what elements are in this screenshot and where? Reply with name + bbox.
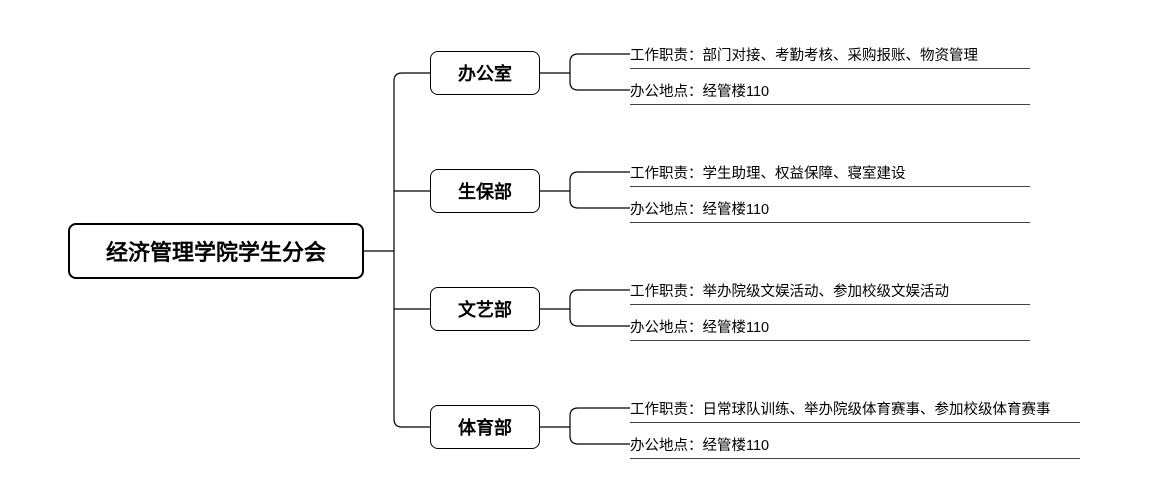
detail-value: 经管楼110 bbox=[703, 320, 770, 336]
detail-value: 经管楼110 bbox=[703, 438, 770, 454]
detail-prefix: 办公地点： bbox=[630, 84, 703, 100]
detail-line: 办公地点：经管楼110 bbox=[630, 198, 1030, 223]
root-label: 经济管理学院学生分会 bbox=[106, 235, 326, 267]
dept-label: 生保部 bbox=[458, 178, 512, 204]
dept-label: 文艺部 bbox=[458, 296, 512, 322]
detail-line: 工作职责：举办院级文娱活动、参加校级文娱活动 bbox=[630, 280, 1030, 305]
detail-prefix: 工作职责： bbox=[630, 166, 703, 182]
dept-node-arts: 文艺部 bbox=[430, 287, 540, 331]
detail-line: 办公地点：经管楼110 bbox=[630, 80, 1030, 105]
detail-line: 工作职责：部门对接、考勤考核、采购报账、物资管理 bbox=[630, 44, 1030, 69]
detail-line: 办公地点：经管楼110 bbox=[630, 434, 1080, 459]
detail-line: 工作职责：日常球队训练、举办院级体育赛事、参加校级体育赛事 bbox=[630, 398, 1080, 423]
detail-value: 经管楼110 bbox=[703, 84, 770, 100]
dept-label: 体育部 bbox=[458, 414, 512, 440]
dept-node-sports: 体育部 bbox=[430, 405, 540, 449]
detail-value: 学生助理、权益保障、寝室建设 bbox=[703, 166, 906, 182]
detail-prefix: 办公地点： bbox=[630, 202, 703, 218]
detail-prefix: 办公地点： bbox=[630, 320, 703, 336]
dept-label: 办公室 bbox=[458, 60, 512, 86]
detail-prefix: 工作职责： bbox=[630, 284, 703, 300]
detail-prefix: 办公地点： bbox=[630, 438, 703, 454]
detail-value: 经管楼110 bbox=[703, 202, 770, 218]
detail-line: 办公地点：经管楼110 bbox=[630, 316, 1030, 341]
detail-value: 部门对接、考勤考核、采购报账、物资管理 bbox=[703, 48, 979, 64]
dept-node-office: 办公室 bbox=[430, 51, 540, 95]
dept-node-welfare: 生保部 bbox=[430, 169, 540, 213]
detail-prefix: 工作职责： bbox=[630, 48, 703, 64]
detail-value: 日常球队训练、举办院级体育赛事、参加校级体育赛事 bbox=[703, 402, 1051, 418]
root-node: 经济管理学院学生分会 bbox=[68, 223, 364, 279]
detail-value: 举办院级文娱活动、参加校级文娱活动 bbox=[703, 284, 950, 300]
detail-prefix: 工作职责： bbox=[630, 402, 703, 418]
detail-line: 工作职责：学生助理、权益保障、寝室建设 bbox=[630, 162, 1030, 187]
